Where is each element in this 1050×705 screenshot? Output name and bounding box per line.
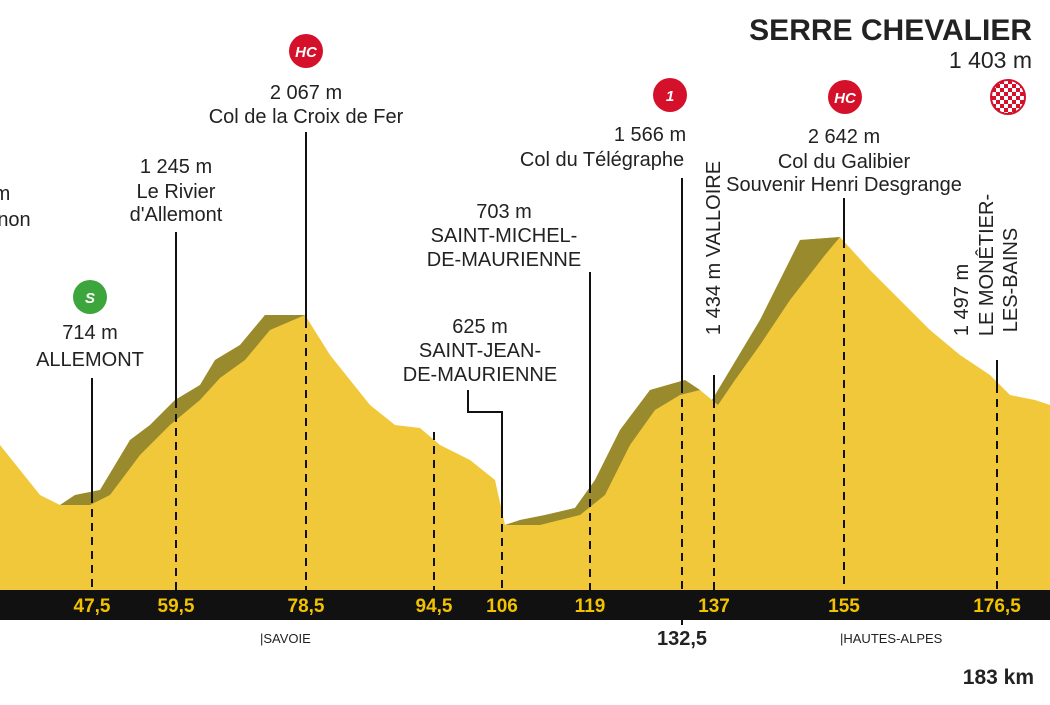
km: 47,5 — [74, 596, 111, 617]
distance-bar — [0, 590, 1050, 620]
badge — [73, 280, 107, 314]
elevation: 1 245 m — [140, 156, 212, 178]
km: 59,5 — [158, 596, 195, 617]
km: 78,5 — [288, 596, 325, 617]
climb-shade — [60, 315, 305, 505]
km: 106 — [486, 596, 518, 617]
elevation: 703 m — [476, 201, 532, 223]
km: 137 — [698, 596, 730, 617]
badge-label: HC — [834, 90, 857, 107]
km: 176,5 — [973, 596, 1021, 617]
badge — [828, 80, 862, 114]
elevation: 1 434 m VALLOIRE — [703, 161, 725, 335]
badge-label: S — [85, 290, 95, 307]
finish-flag — [990, 79, 1026, 115]
elevation: m — [0, 183, 10, 205]
place: LE MONÊTIER- — [975, 194, 998, 336]
place: DE-MAURIENNE — [427, 249, 581, 271]
region: |SAVOIE — [260, 631, 311, 646]
elevation: 2 067 m — [270, 82, 342, 104]
elevation: 714 m — [62, 322, 118, 344]
place: DE-MAURIENNE — [403, 364, 557, 386]
elevation: 1 497 m — [951, 264, 973, 336]
place: Col du Télégraphe — [520, 149, 684, 171]
place: SAINT-MICHEL- — [431, 225, 578, 247]
place: ALLEMONT — [36, 349, 144, 371]
climb-shade — [505, 380, 700, 525]
title: SERRE CHEVALIER — [749, 14, 1032, 47]
region: |HAUTES-ALPES — [840, 631, 943, 646]
place: Le Rivier — [137, 181, 216, 203]
place-note: Souvenir Henri Desgrange — [726, 174, 962, 196]
elevation: 625 m — [452, 316, 508, 338]
badge-label: 1 — [666, 88, 674, 105]
km: 119 — [575, 596, 606, 617]
total-distance: 183 km — [963, 666, 1034, 689]
badge-label: HC — [295, 44, 318, 61]
terrain — [0, 237, 1050, 590]
climb-shade — [712, 237, 840, 405]
place: LES-BAINS — [1000, 228, 1022, 332]
km: 155 — [828, 596, 860, 617]
elevation: 2 642 m — [808, 126, 880, 148]
place: non — [0, 209, 31, 231]
place: Col de la Croix de Fer — [209, 106, 404, 128]
finish-elevation: 1 403 m — [949, 47, 1032, 73]
place: d'Allemont — [130, 204, 223, 226]
km: 94,5 — [416, 596, 453, 617]
place: SAINT-JEAN- — [419, 340, 541, 362]
badge — [289, 34, 323, 68]
place: Col du Galibier — [778, 151, 911, 173]
elevation: 1 566 m — [614, 124, 686, 146]
markers — [91, 132, 998, 590]
km: 132,5 — [657, 628, 707, 650]
badge — [653, 78, 687, 112]
